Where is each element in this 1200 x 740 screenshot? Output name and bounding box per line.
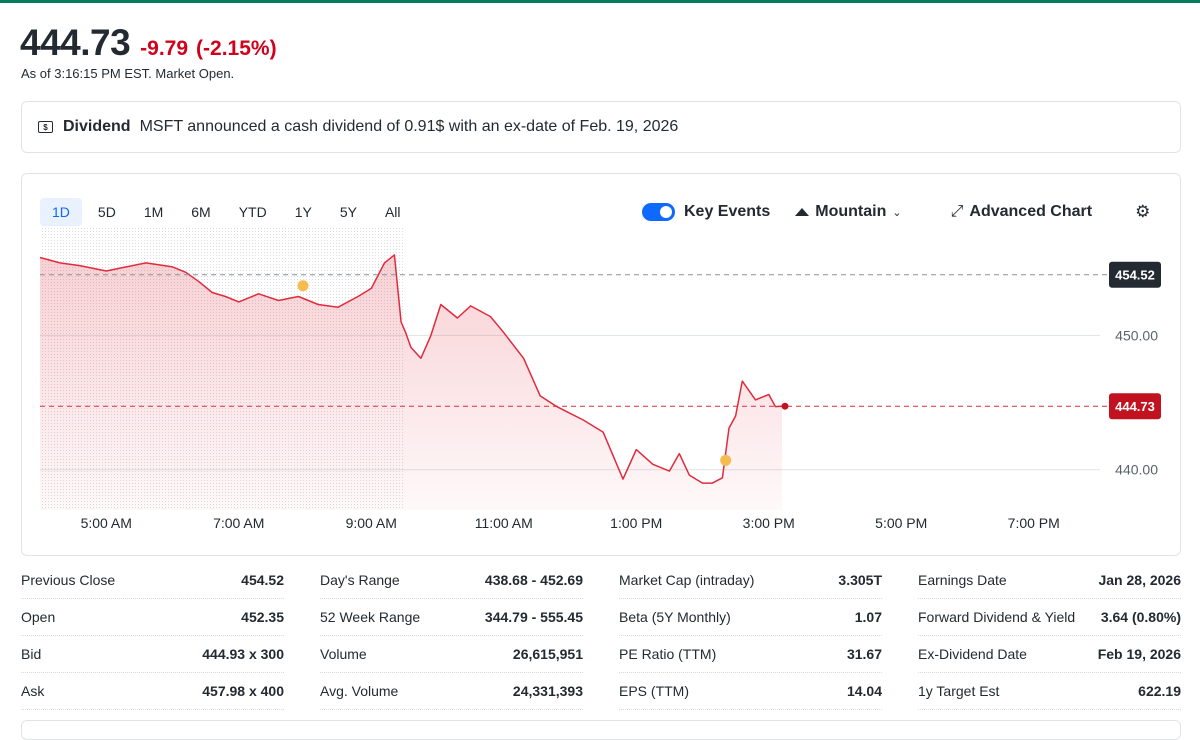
stat-value: Jan 28, 2026 <box>1098 572 1181 588</box>
stat-label: Earnings Date <box>918 572 1007 588</box>
stat-label: Day's Range <box>320 572 400 588</box>
chart-type-label: Mountain <box>815 203 887 220</box>
chart-card <box>21 173 1181 556</box>
range-tab-5d[interactable]: 5D <box>97 204 116 220</box>
stats-column: Day's Range 438.68 - 452.69 52 Week Range 3… <box>320 562 583 710</box>
chevron-down-icon: ⌄ <box>892 206 902 219</box>
stat-label: Bid <box>21 646 42 662</box>
price-change-percent: (-2.15%) <box>196 37 277 60</box>
stat-label: Ask <box>21 683 45 699</box>
chart-settings-button[interactable]: ⚙ <box>1135 202 1150 222</box>
stat-row: Avg. Volume 24,331,393 <box>320 673 583 710</box>
stat-label: 52 Week Range <box>320 609 421 625</box>
range-tab-6m[interactable]: 6M <box>191 204 211 220</box>
range-tab-1d[interactable]: 1D <box>40 198 82 226</box>
quote-timestamp: As of 3:16:15 PM EST. Market Open. <box>21 66 235 81</box>
stat-row: Ask 457.98 x 400 <box>21 673 284 710</box>
stat-label: Ex-Dividend Date <box>918 646 1027 662</box>
range-tabs: 1D 5D 1M 6M YTD 1Y 5Y All <box>40 198 417 226</box>
stat-value: 24,331,393 <box>512 683 583 699</box>
stats-column: Market Cap (intraday) 3.305T Beta (5Y Mont… <box>619 562 882 710</box>
stat-value: 14.04 <box>846 683 882 699</box>
stat-row: Open 452.35 <box>21 599 284 636</box>
stat-value: 444.93 x 300 <box>202 646 284 662</box>
stat-value: 622.19 <box>1138 683 1181 699</box>
stat-row: 1y Target Est 622.19 <box>918 673 1181 710</box>
stat-label: Market Cap (intraday) <box>619 572 755 588</box>
stat-row: Day's Range 438.68 - 452.69 <box>320 562 583 599</box>
stat-row: PE Ratio (TTM) 31.67 <box>619 636 882 673</box>
stat-row: Earnings Date Jan 28, 2026 <box>918 562 1181 599</box>
stat-label: Volume <box>320 646 367 662</box>
stat-label: Avg. Volume <box>320 683 399 699</box>
price-change: -9.79 <box>140 37 189 60</box>
dividend-text: MSFT announced a cash dividend of 0.91$ … <box>139 118 679 135</box>
dividend-banner[interactable]: $ Dividend MSFT announced a cash dividen… <box>21 101 1181 153</box>
stat-value: 457.98 x 400 <box>202 683 284 699</box>
stat-value: 1.07 <box>854 609 882 625</box>
expand-icon: ⤢ <box>950 203 964 220</box>
mountain-icon <box>795 208 810 216</box>
brand-top-bar <box>0 0 1200 3</box>
range-tab-5y[interactable]: 5Y <box>339 204 357 220</box>
range-tab-1m[interactable]: 1M <box>143 204 164 220</box>
stats-column: Earnings Date Jan 28, 2026 Forward Dividen… <box>918 562 1181 710</box>
chart-toolbar: Key Events Mountain ⌄ ⤢ Advanced Chart ⚙ <box>642 198 1150 226</box>
dividend-label: Dividend <box>63 118 131 135</box>
current-price: 444.73 <box>20 22 131 63</box>
stat-row: EPS (TTM) 14.04 <box>619 673 882 710</box>
stat-row: Volume 26,615,951 <box>320 636 583 673</box>
range-tab-1y[interactable]: 1Y <box>294 204 312 220</box>
stat-label: Beta (5Y Monthly) <box>619 609 731 625</box>
range-tab-ytd[interactable]: YTD <box>238 204 267 220</box>
gear-icon: ⚙ <box>1135 202 1151 221</box>
stat-row: Market Cap (intraday) 3.305T <box>619 562 882 599</box>
advanced-chart-button[interactable]: ⤢ Advanced Chart <box>951 203 1093 221</box>
stat-value: 26,615,951 <box>512 646 583 662</box>
stat-label: Open <box>21 609 56 625</box>
stat-label: Previous Close <box>21 572 116 588</box>
range-tab-all[interactable]: All <box>384 204 401 220</box>
stats-column: Previous Close 454.52 Open 452.35 Bid 444.93 … <box>21 562 284 710</box>
stat-value: 438.68 - 452.69 <box>484 572 583 588</box>
key-events-label: Key Events <box>684 203 771 220</box>
stat-value: 3.305T <box>838 572 882 588</box>
stat-row: Ex-Dividend Date Feb 19, 2026 <box>918 636 1181 673</box>
stat-row: Bid 444.93 x 300 <box>21 636 284 673</box>
stat-row: Beta (5Y Monthly) 1.07 <box>619 599 882 636</box>
next-section-card <box>21 720 1181 740</box>
stat-label: EPS (TTM) <box>619 683 689 699</box>
stat-value: Feb 19, 2026 <box>1097 646 1181 662</box>
advanced-chart-label: Advanced Chart <box>969 203 1093 220</box>
quote-header: 444.73 -9.79 (-2.15%) <box>20 22 277 64</box>
stat-value: 31.67 <box>846 646 882 662</box>
stat-value: 452.35 <box>241 609 284 625</box>
stat-label: 1y Target Est <box>918 683 1000 699</box>
stat-value: 454.52 <box>241 572 284 588</box>
stat-row: Previous Close 454.52 <box>21 562 284 599</box>
dollar-bill-icon: $ <box>38 121 53 133</box>
stat-value: 344.79 - 555.45 <box>484 609 583 625</box>
stat-value: 3.64 (0.80%) <box>1100 609 1181 625</box>
key-events-toggle[interactable]: Key Events <box>642 203 770 221</box>
stat-label: Forward Dividend & Yield <box>918 609 1076 625</box>
stat-label: PE Ratio (TTM) <box>619 646 717 662</box>
toggle-switch-icon[interactable] <box>642 203 675 221</box>
stat-row: Forward Dividend & Yield 3.64 (0.80%) <box>918 599 1181 636</box>
chart-type-dropdown[interactable]: Mountain ⌄ <box>795 203 902 221</box>
stat-row: 52 Week Range 344.79 - 555.45 <box>320 599 583 636</box>
